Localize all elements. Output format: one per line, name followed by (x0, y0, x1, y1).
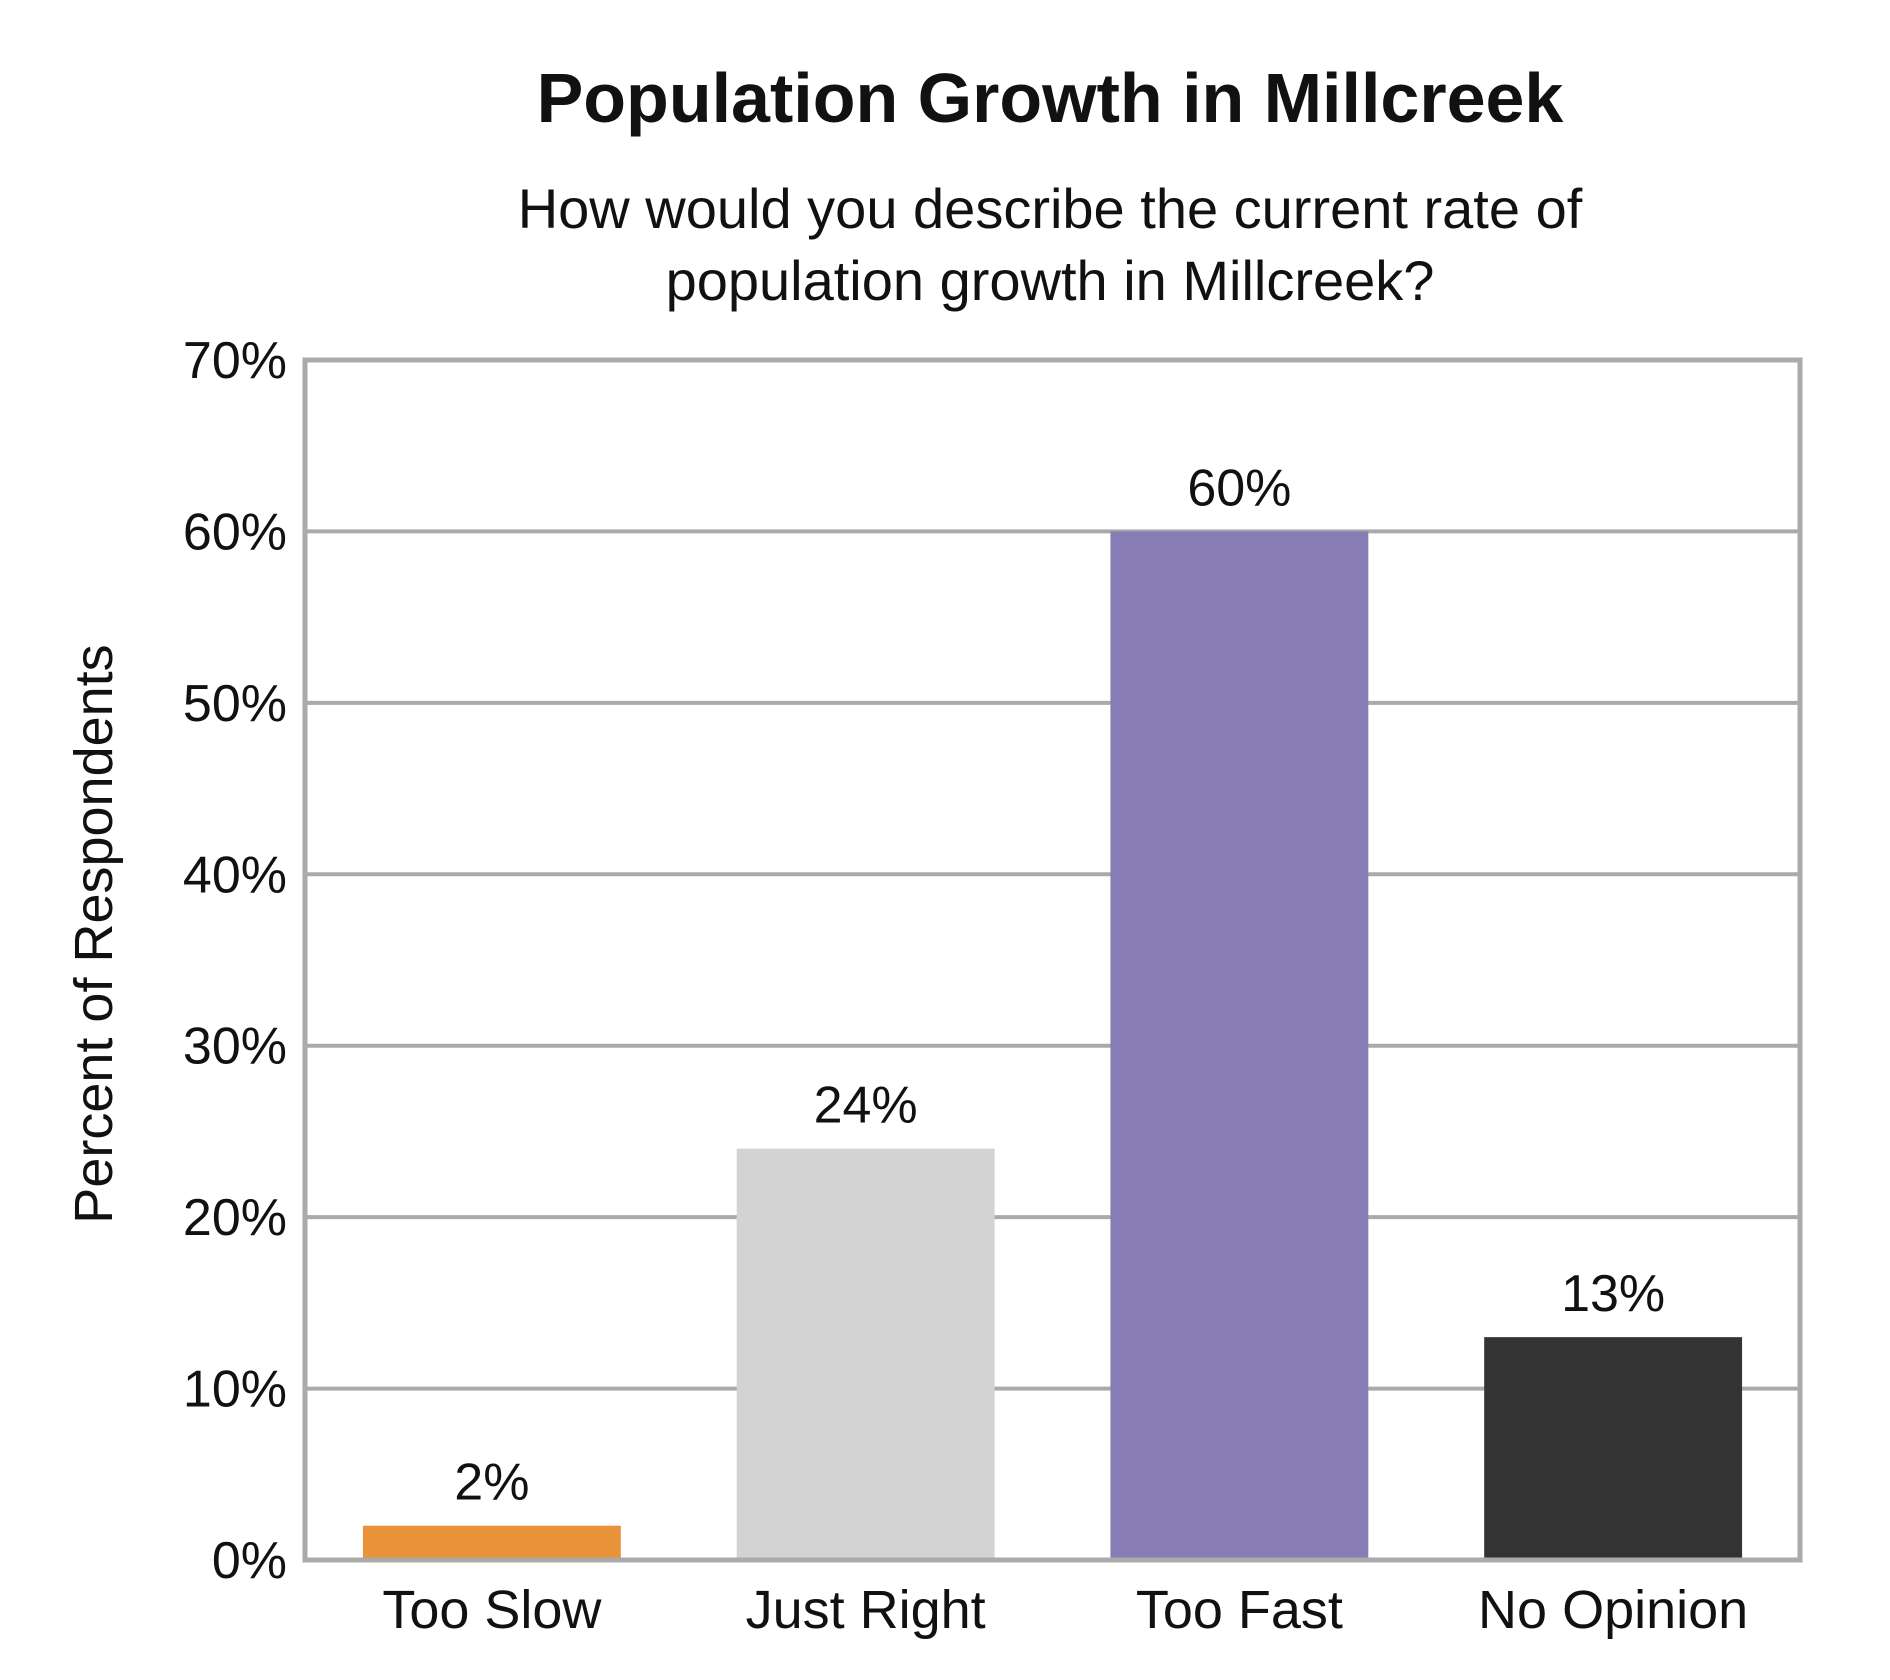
x-tick-label: Too Slow (382, 1580, 602, 1640)
bars (362, 531, 1743, 1560)
y-tick-label: 50% (183, 675, 287, 733)
y-tick-label: 20% (183, 1189, 287, 1247)
data-label: 60% (1187, 459, 1291, 517)
bar-too-fast (1110, 531, 1369, 1560)
chart-subtitle-line-1: How would you describe the current rate … (518, 177, 1583, 240)
plot-frame (302, 357, 1803, 1563)
gridlines (305, 529, 1800, 1391)
bar-no-opinion (1484, 1337, 1743, 1560)
bar-just-right (736, 1148, 995, 1560)
plot-border (302, 357, 1803, 1563)
data-label: 2% (454, 1454, 529, 1512)
y-axis-label: Percent of Respondents (64, 644, 124, 1223)
bar-too-slow (362, 1525, 621, 1560)
x-tick-label: Too Fast (1136, 1580, 1343, 1640)
labels: 0% 10% 20% 30% 40% 50% 60% 70% 2% Too Slow 24% Just… (183, 332, 1748, 1640)
chart-subtitle-line-2: population growth in Millcreek? (666, 249, 1435, 312)
y-tick-label: 10% (183, 1361, 287, 1419)
x-tick-label: Just Right (746, 1580, 986, 1640)
data-label: 13% (1561, 1265, 1665, 1323)
data-label: 24% (814, 1077, 918, 1135)
y-tick-label: 70% (183, 332, 287, 390)
y-tick-label: 0% (212, 1532, 287, 1590)
y-tick-label: 40% (183, 846, 287, 904)
y-tick-label: 30% (183, 1018, 287, 1076)
x-tick-label: No Opinion (1478, 1580, 1748, 1640)
chart-title: Population Growth in Millcreek (537, 59, 1564, 137)
y-tick-label: 60% (183, 503, 287, 561)
